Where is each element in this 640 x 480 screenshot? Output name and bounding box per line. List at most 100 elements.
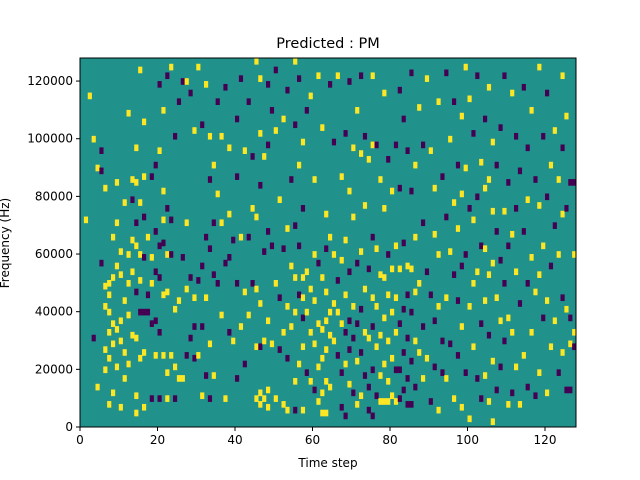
cell-negative xyxy=(297,291,302,299)
cell-positive xyxy=(347,187,352,195)
cell-negative xyxy=(269,107,275,114)
cell-positive xyxy=(490,418,495,425)
cell-negative xyxy=(479,320,484,327)
cell-negative xyxy=(374,141,379,149)
cell-positive xyxy=(467,95,472,103)
cell-negative xyxy=(568,179,573,186)
cell-negative xyxy=(498,256,503,264)
cell-positive xyxy=(250,205,255,212)
cell-negative xyxy=(169,251,174,258)
cell-negative xyxy=(277,346,282,353)
cell-negative xyxy=(176,98,182,105)
cell-negative xyxy=(207,176,213,183)
cell-positive xyxy=(448,135,453,143)
cell-positive xyxy=(142,403,147,411)
cell-negative xyxy=(397,320,402,327)
cell-positive xyxy=(359,248,364,255)
x-axis: 0 20 40 60 80 100 120 xyxy=(76,427,556,447)
cell-negative xyxy=(285,86,290,94)
cell-positive xyxy=(281,115,286,123)
cell-positive xyxy=(413,161,418,169)
cell-positive xyxy=(529,107,534,114)
cell-negative xyxy=(479,395,484,402)
cell-positive xyxy=(134,392,139,400)
cell-positive xyxy=(490,207,495,215)
cell-positive xyxy=(134,334,139,342)
cell-positive xyxy=(455,225,461,232)
cell-negative xyxy=(362,132,368,140)
cell-positive xyxy=(107,354,112,362)
cell-negative xyxy=(370,323,375,330)
cell-positive xyxy=(537,202,542,209)
cell-positive xyxy=(297,161,302,169)
cell-positive xyxy=(289,262,294,270)
cell-positive xyxy=(114,219,120,227)
cell-positive xyxy=(273,395,278,402)
cell-positive xyxy=(417,279,422,287)
cell-negative xyxy=(409,357,414,365)
cell-negative xyxy=(401,305,406,313)
cell-positive xyxy=(219,311,224,319)
cell-positive xyxy=(273,279,278,287)
cell-negative xyxy=(157,81,162,88)
cell-positive xyxy=(351,303,356,310)
cell-positive xyxy=(297,360,302,368)
cell-negative xyxy=(475,72,480,80)
cell-negative xyxy=(409,187,414,195)
cell-negative xyxy=(153,317,158,325)
cell-negative xyxy=(204,233,209,241)
cell-negative xyxy=(231,236,236,244)
cell-positive xyxy=(130,331,135,339)
cell-positive xyxy=(486,271,492,278)
cell-positive xyxy=(366,156,371,163)
cell-negative xyxy=(343,130,348,137)
cell-positive xyxy=(293,308,298,316)
cell-positive xyxy=(510,89,515,97)
cell-negative xyxy=(149,320,154,327)
cell-positive xyxy=(378,372,383,379)
cell-positive xyxy=(362,328,368,336)
cell-positive xyxy=(548,161,554,169)
cell-positive xyxy=(254,395,259,402)
cell-negative xyxy=(397,395,402,402)
cell-positive xyxy=(258,75,263,82)
cell-negative xyxy=(444,69,449,77)
cell-negative xyxy=(250,153,255,160)
cell-negative xyxy=(196,277,201,284)
cell-negative xyxy=(145,291,151,299)
cell-negative xyxy=(471,130,476,137)
cell-positive xyxy=(390,187,395,195)
cell-positive xyxy=(467,415,472,423)
cell-positive xyxy=(359,392,364,400)
cell-positive xyxy=(459,190,464,198)
cell-positive xyxy=(149,279,154,287)
cell-positive xyxy=(362,202,368,209)
cell-positive xyxy=(548,343,554,351)
cell-positive xyxy=(339,256,344,264)
cell-positive xyxy=(444,375,449,382)
cell-negative xyxy=(223,83,228,91)
cell-negative xyxy=(262,248,267,255)
cell-negative xyxy=(366,406,371,414)
cell-positive xyxy=(107,328,112,336)
cell-negative xyxy=(568,386,573,394)
cell-positive xyxy=(293,377,298,385)
cell-positive xyxy=(308,377,313,385)
cell-negative xyxy=(134,219,139,227)
cell-negative xyxy=(494,228,499,235)
cell-positive xyxy=(192,127,197,134)
cell-positive xyxy=(107,291,112,299)
cell-positive xyxy=(289,323,294,330)
cell-negative xyxy=(541,132,546,140)
cell-negative xyxy=(157,328,162,336)
cell-positive xyxy=(285,406,290,414)
cell-positive xyxy=(378,176,383,183)
cell-positive xyxy=(134,409,139,417)
cell-positive xyxy=(254,285,259,293)
cell-negative xyxy=(351,389,356,397)
cell-negative xyxy=(413,383,418,391)
cell-negative xyxy=(463,369,468,376)
cell-negative xyxy=(374,392,379,400)
cell-positive xyxy=(258,300,263,307)
cell-positive xyxy=(153,352,158,359)
